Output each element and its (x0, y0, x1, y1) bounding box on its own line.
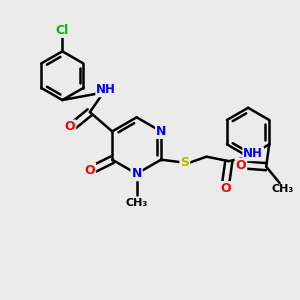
Text: N: N (131, 167, 142, 180)
Text: O: O (65, 121, 75, 134)
Text: O: O (236, 159, 246, 172)
Text: NH: NH (96, 83, 116, 96)
Text: N: N (156, 125, 166, 138)
Text: S: S (180, 156, 189, 169)
Text: O: O (220, 182, 231, 195)
Text: O: O (85, 164, 95, 177)
Text: NH: NH (243, 147, 263, 160)
Text: CH₃: CH₃ (272, 184, 294, 194)
Text: Cl: Cl (56, 24, 69, 37)
Text: CH₃: CH₃ (125, 199, 148, 208)
